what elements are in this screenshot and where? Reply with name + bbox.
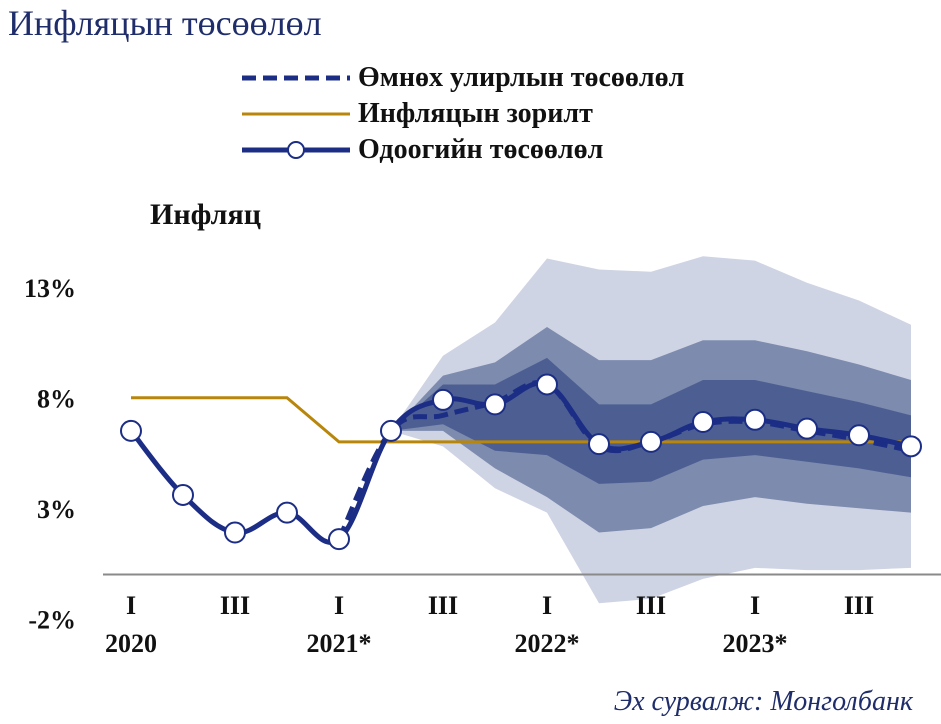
x-tick-label: III: [220, 591, 250, 620]
chart-inner-title: Инфляц: [150, 198, 261, 231]
current-point-8: [536, 373, 558, 396]
current-point-5: [380, 419, 402, 442]
current-point-12: [744, 408, 766, 431]
fan-bands: [391, 256, 911, 604]
current-point-10: [640, 430, 662, 453]
y-tick-label: 8%: [37, 385, 76, 414]
x-tick-label: III: [636, 591, 666, 620]
current-point-15: [900, 435, 922, 458]
legend-label-previous: Өмнөх улирлын төсөөлөл: [358, 62, 685, 93]
x-tick-label: I: [542, 591, 552, 620]
legend-swatch-current: [242, 141, 350, 159]
source-note: Эх сурвалж: Монголбанк: [613, 686, 913, 717]
series-markers: [120, 373, 922, 551]
x-tick-label: I: [126, 591, 136, 620]
legend-swatch-target: [242, 112, 350, 116]
y-tick-label: 13%: [24, 274, 76, 303]
y-tick-label: 3%: [37, 495, 76, 524]
legend-item-target: Инфляцын зорилт: [240, 96, 684, 132]
current-point-4: [328, 528, 350, 551]
x-tick-label: I: [334, 591, 344, 620]
current-point-9: [588, 433, 610, 456]
legend-label-current: Одоогийн төсөөлөл: [358, 134, 604, 165]
current-point-6: [432, 388, 454, 411]
target-line: [131, 396, 911, 444]
x-year-label: 2023*: [723, 629, 788, 658]
current-point-2: [224, 521, 246, 544]
legend-item-current: Одоогийн төсөөлөл: [240, 132, 684, 168]
x-year-label: 2020: [105, 629, 157, 658]
x-year-label: 2022*: [515, 629, 580, 658]
y-tick-label: -2%: [28, 606, 76, 635]
x-tick-label: I: [750, 591, 760, 620]
current-point-13: [796, 417, 818, 440]
current-point-7: [484, 393, 506, 416]
current-point-0: [120, 419, 142, 442]
chart-title: Инфляцын төсөөлөл: [8, 3, 322, 43]
legend-swatch-dashed: [242, 75, 350, 81]
legend-item-previous: Өмнөх улирлын төсөөлөл: [240, 60, 684, 96]
x-tick-label: III: [844, 591, 874, 620]
current-point-14: [848, 424, 870, 447]
current-point-1: [172, 483, 194, 506]
x-tick-label: III: [428, 591, 458, 620]
legend: Өмнөх улирлын төсөөлөл Инфляцын зорилт О…: [240, 60, 684, 168]
current-point-3: [276, 501, 298, 524]
legend-label-target: Инфляцын зорилт: [358, 98, 593, 129]
current-point-11: [692, 411, 714, 434]
x-year-label: 2021*: [307, 629, 372, 658]
